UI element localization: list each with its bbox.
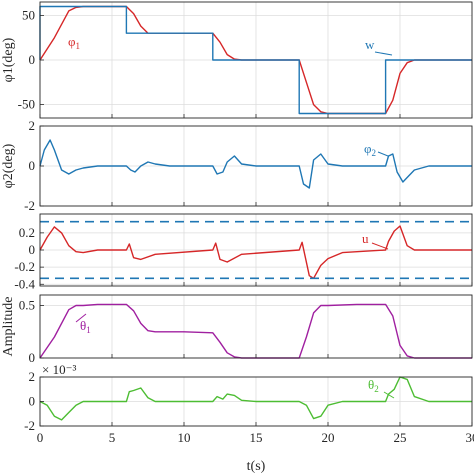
series-line-w: [39, 5, 472, 115]
x-tick-label: 0: [37, 430, 44, 445]
panel-1: -50 0 50 φ1(deg): [1, 1, 473, 119]
y-tick-label: 0: [29, 350, 36, 365]
x-axis-label: t(s): [247, 459, 266, 474]
x-tick-label: 20: [322, 430, 335, 445]
panel-2: -2 0 2 φ2(deg): [1, 118, 473, 213]
phi2-leader: [377, 151, 389, 157]
panel-5: -202051015202530t(s)× 10⁻³: [24, 362, 474, 474]
y-tick-label: 2: [29, 369, 36, 384]
y-tick-label: 2: [29, 118, 36, 133]
x-tick-label: 5: [109, 430, 116, 445]
y-axis-label: Amplitude: [1, 297, 16, 357]
y-tick-label: 0.5: [19, 298, 35, 313]
series-line-u: [39, 225, 472, 279]
y-tick-label: -50: [18, 97, 35, 112]
y-exponent-label: × 10⁻³: [42, 362, 76, 377]
theta2-label: θ2: [368, 377, 379, 394]
series-line-θ1: [39, 303, 472, 359]
y-tick-label: -0.4: [14, 276, 35, 291]
y-tick-label: -2: [24, 198, 35, 213]
panel-3: -0.4 -0.2 0 0.2: [14, 213, 473, 291]
y-tick-label: 0: [29, 242, 36, 257]
y-tick-label: -0.2: [14, 259, 35, 274]
w-label: w: [365, 37, 375, 52]
u-label: u: [362, 231, 369, 246]
y-tick-label: 0.2: [19, 225, 35, 240]
x-tick-label: 15: [250, 430, 263, 445]
x-tick-label: 10: [178, 430, 191, 445]
annotations: φ1 w φ2 u θ1 θ2: [68, 34, 395, 399]
y-tick-label: 0: [29, 394, 36, 409]
series-line-φ2: [39, 139, 472, 189]
theta1-leader: [75, 313, 87, 323]
y-tick-label: 50: [22, 7, 35, 22]
x-tick-label: 25: [394, 430, 407, 445]
y-axis-label: φ2(deg): [1, 143, 16, 188]
u-leader: [371, 242, 389, 250]
y-tick-label: 0: [29, 158, 36, 173]
w-leader: [374, 51, 393, 56]
phi1-label: φ1: [68, 34, 80, 51]
theta2-leader: [383, 391, 395, 399]
y-tick-label: 0: [29, 52, 36, 67]
y-tick-label: -2: [24, 418, 35, 433]
y-axis-label: φ1(deg): [1, 37, 16, 82]
series-line-θ2: [39, 376, 472, 421]
x-tick-label: 30: [466, 430, 474, 445]
phi2-label: φ2: [364, 141, 376, 158]
theta1-label: θ1: [80, 318, 91, 335]
